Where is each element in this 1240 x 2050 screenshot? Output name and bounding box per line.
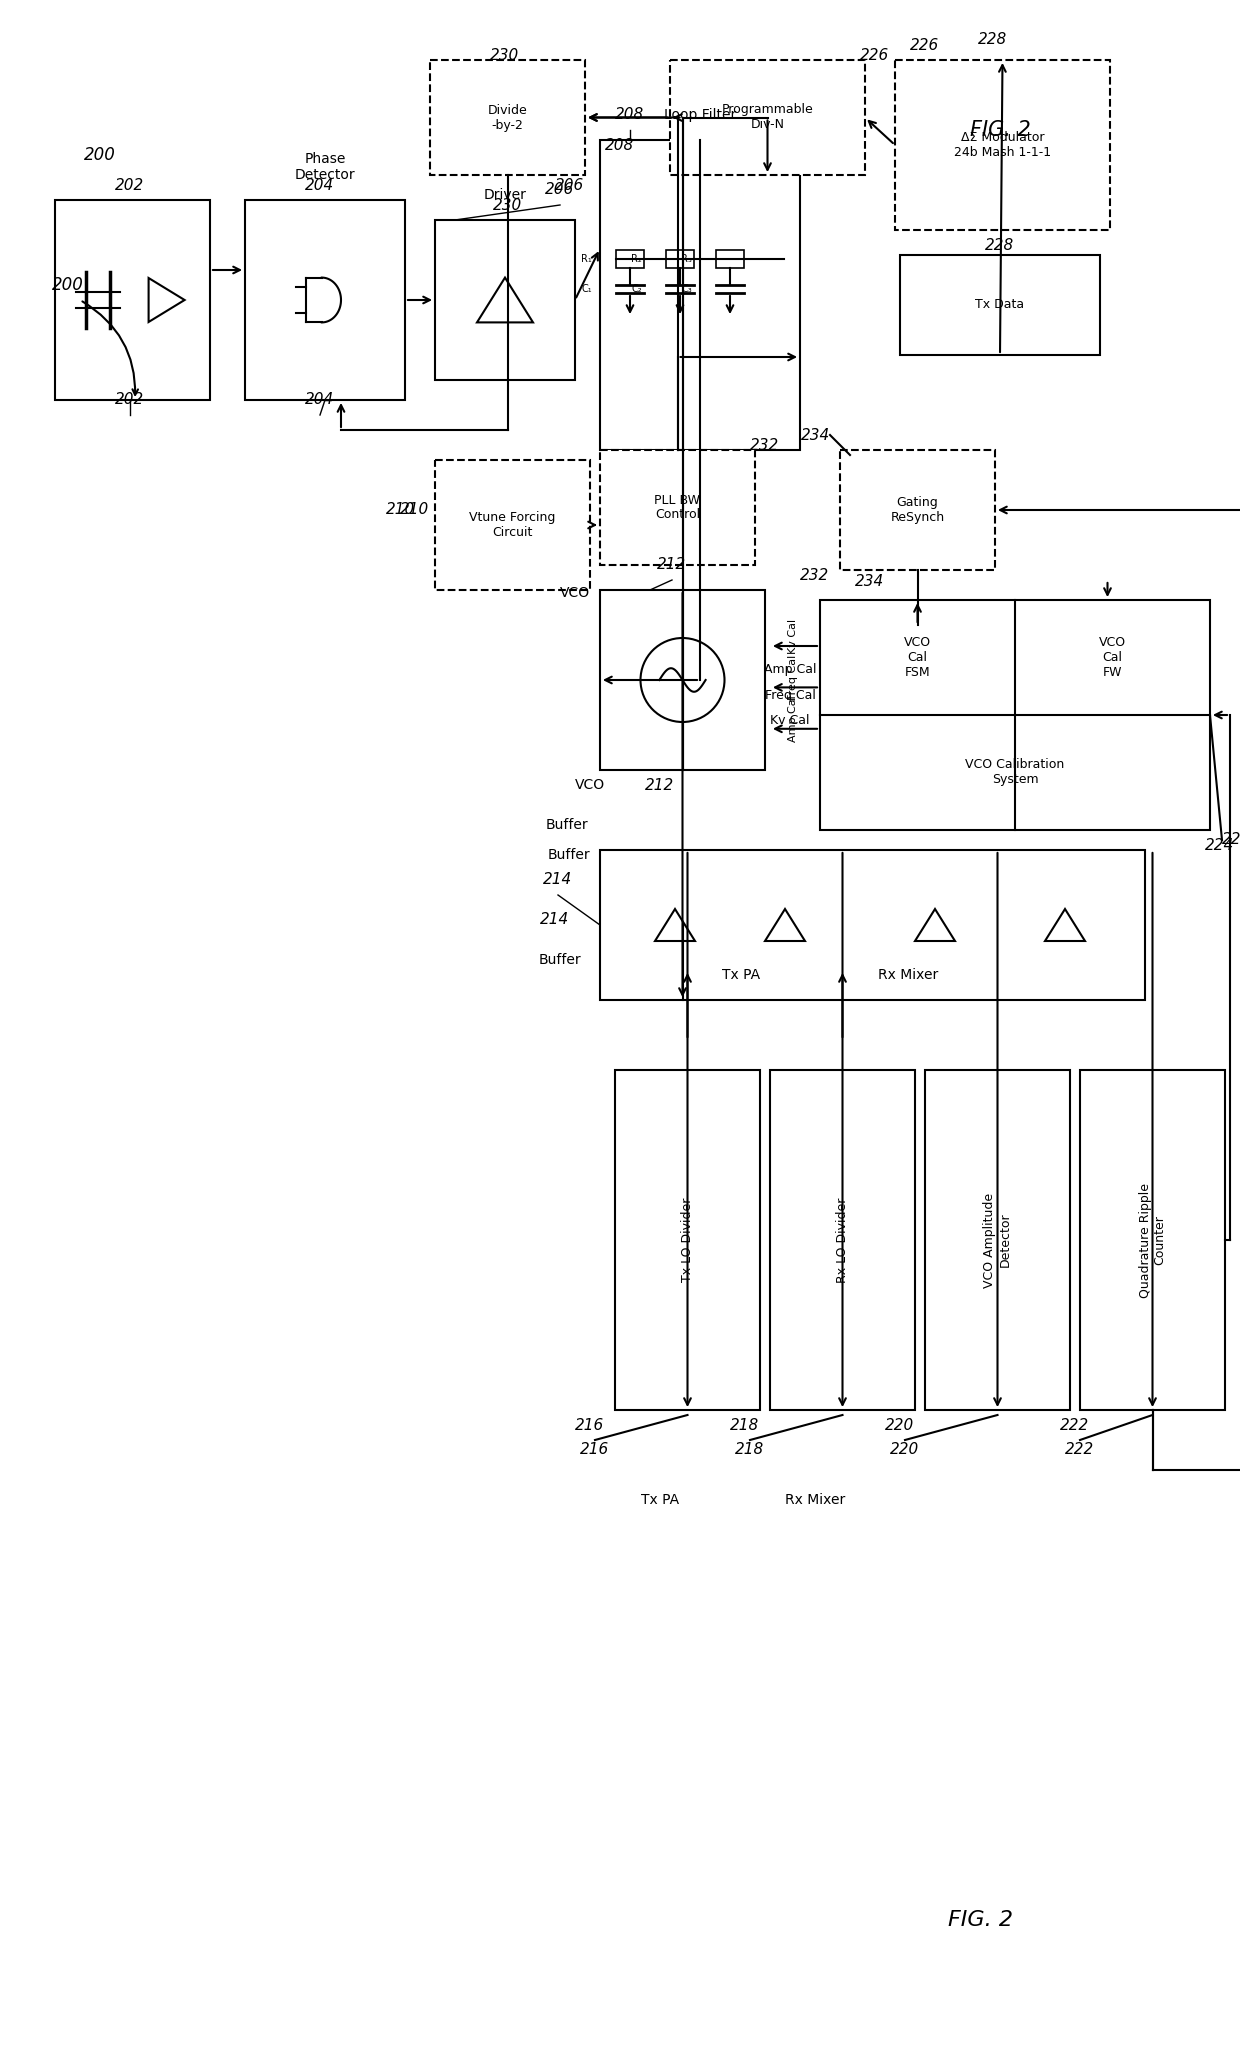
Text: FIG. 2: FIG. 2 [947,1911,1013,1929]
Text: Rx LO Divider: Rx LO Divider [836,1197,849,1283]
Text: 210: 210 [401,502,429,517]
Text: 218: 218 [730,1417,760,1433]
Text: Tx Data: Tx Data [976,299,1024,312]
Text: 200: 200 [84,146,115,164]
Text: Rx Mixer: Rx Mixer [878,968,937,982]
Bar [770,1070,915,1410]
Text: 234: 234 [801,428,830,443]
Text: 210: 210 [386,502,415,517]
Text: 220: 220 [890,1443,920,1458]
Text: VCO Amplitude
Detector: VCO Amplitude Detector [983,1193,1012,1287]
Text: 216: 216 [580,1443,610,1458]
Text: Kv Cal: Kv Cal [770,713,810,726]
Text: 202: 202 [115,178,145,193]
Text: Amp Cal: Amp Cal [787,695,797,742]
Text: 230: 230 [490,47,520,62]
Text: Buffer: Buffer [546,818,588,832]
Bar [430,59,585,174]
Bar [670,59,866,174]
Bar [600,139,800,451]
Text: PLL BW
Control: PLL BW Control [655,494,701,521]
Text: 214: 214 [543,871,573,888]
Text: VCO
Cal
FW: VCO Cal FW [1099,636,1126,679]
Bar [600,590,765,771]
Text: Gating
ReSynch: Gating ReSynch [890,496,945,525]
Bar [435,459,590,590]
Text: Vtune Forcing
Circuit: Vtune Forcing Circuit [469,510,556,539]
Text: Buffer: Buffer [547,849,590,861]
Text: Tx LO Divider: Tx LO Divider [681,1197,694,1281]
Text: Freq Cal: Freq Cal [765,689,816,701]
Text: Quadrature Ripple
Counter: Quadrature Ripple Counter [1138,1183,1167,1298]
Text: ΔΣ Modulator
24b Mash 1-1-1: ΔΣ Modulator 24b Mash 1-1-1 [954,131,1052,160]
Text: Divide
-by-2: Divide -by-2 [487,102,527,131]
Text: R₂: R₂ [631,254,642,264]
Text: 234: 234 [856,574,884,590]
Bar [900,254,1100,355]
Bar [839,451,994,570]
Text: 200: 200 [52,277,84,293]
Text: 220: 220 [885,1417,915,1433]
Text: 232: 232 [750,437,780,453]
Text: Amp Cal: Amp Cal [764,664,816,676]
Text: 208: 208 [605,137,635,152]
Text: 212: 212 [645,777,675,793]
Text: Loop Filter: Loop Filter [663,109,737,123]
Text: R₃: R₃ [681,254,692,264]
Text: 218: 218 [735,1443,765,1458]
Text: 222: 222 [1060,1417,1090,1433]
Text: VCO: VCO [575,779,605,791]
Text: Driver: Driver [484,189,527,203]
Text: 232: 232 [800,568,830,582]
Bar [895,59,1110,230]
Text: C₃: C₃ [681,285,692,293]
Text: 224: 224 [1205,838,1235,853]
Text: Kv Cal: Kv Cal [787,619,797,654]
Text: Freq Cal: Freq Cal [787,654,797,699]
Text: 222: 222 [1065,1443,1095,1458]
Text: 224: 224 [1221,832,1240,847]
Bar [615,1070,760,1410]
Text: Tx PA: Tx PA [723,968,760,982]
Text: 228: 228 [986,238,1014,252]
Text: Phase
Detector: Phase Detector [295,152,356,182]
Text: 206: 206 [546,182,574,197]
Bar [1080,1070,1225,1410]
Text: 206: 206 [556,178,584,193]
Text: 228: 228 [978,33,1007,47]
Text: Tx PA: Tx PA [641,1492,680,1507]
Text: VCO Calibration
System: VCO Calibration System [966,758,1065,787]
Bar [435,219,575,379]
Text: VCO: VCO [560,586,590,601]
Text: 226: 226 [861,47,889,62]
Bar [600,851,1145,1000]
Text: 204: 204 [305,178,335,193]
Bar [246,201,405,400]
Bar [55,201,210,400]
Text: Programmable
Div-N: Programmable Div-N [722,102,813,131]
Text: C₂: C₂ [631,285,642,293]
Text: C₁: C₁ [582,285,591,293]
Bar [925,1070,1070,1410]
Bar [666,250,694,269]
Text: 214: 214 [541,912,569,927]
Bar [715,250,744,269]
Bar [616,250,644,269]
Text: Buffer: Buffer [538,953,582,968]
Text: R₁: R₁ [582,254,591,264]
Text: 212: 212 [657,558,687,572]
Text: 216: 216 [575,1417,605,1433]
Text: 230: 230 [492,197,522,213]
Bar [820,601,1210,830]
Text: 226: 226 [910,37,940,53]
Text: FIG. 2: FIG. 2 [970,121,1030,139]
Text: 208: 208 [615,107,645,123]
Text: Rx Mixer: Rx Mixer [785,1492,846,1507]
Text: 202: 202 [115,392,145,408]
Bar [600,451,755,566]
Text: VCO
Cal
FSM: VCO Cal FSM [904,636,931,679]
Text: 204: 204 [305,392,335,408]
